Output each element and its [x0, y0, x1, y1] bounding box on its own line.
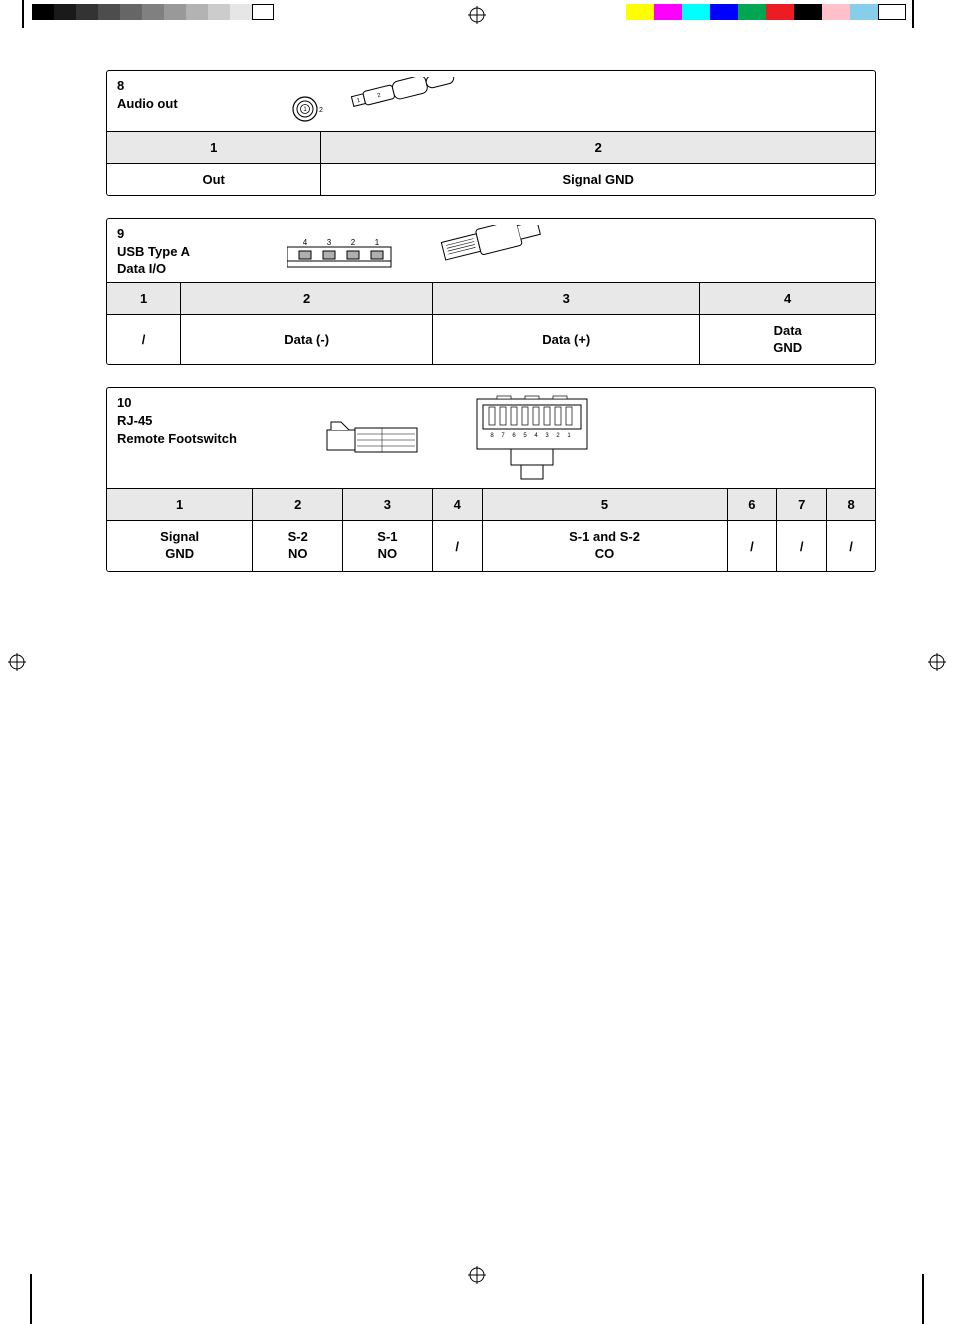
table-cell: /	[727, 521, 777, 571]
column-header: 4	[432, 489, 482, 521]
column-header: 1	[107, 282, 181, 314]
registration-target-icon	[468, 1266, 486, 1284]
table-row: SignalGNDS-2NOS-1NO/S-1 and S-2CO///	[107, 521, 875, 571]
column-header: 6	[727, 489, 777, 521]
column-header: 2	[321, 132, 875, 164]
table-cell: S-1NO	[343, 521, 433, 571]
grayscale-swatches	[32, 4, 274, 20]
section-usb-typea: 9 USB Type A Data I/O 4	[106, 218, 876, 365]
section-number: 8	[117, 77, 247, 95]
table-cell: Signal GND	[321, 164, 875, 196]
table-cell: SignalGND	[107, 521, 253, 571]
svg-text:1: 1	[375, 238, 380, 247]
usb-pinout-table: 1234/Data (-)Data (+)DataGND	[107, 282, 875, 365]
color-swatches	[626, 4, 906, 20]
svg-text:2: 2	[351, 238, 356, 247]
table-cell: /	[107, 314, 181, 364]
column-header: 2	[253, 489, 343, 521]
svg-text:3: 3	[327, 238, 332, 247]
crop-mark	[922, 1274, 924, 1324]
section-rj45: 10 RJ-45 Remote Footswitch	[106, 387, 876, 572]
section-title-line: Remote Footswitch	[117, 430, 247, 448]
column-header: 1	[107, 132, 321, 164]
table-row: OutSignal GND	[107, 164, 875, 196]
section-title-line: RJ-45	[117, 412, 247, 430]
printer-marks-bottom	[0, 1264, 954, 1324]
table-row: /Data (-)Data (+)DataGND	[107, 314, 875, 364]
column-header: 1	[107, 489, 253, 521]
table-cell: S-1 and S-2CO	[482, 521, 727, 571]
section-number: 9	[117, 225, 247, 243]
crop-mark	[30, 1274, 32, 1324]
column-header: 8	[827, 489, 875, 521]
section-number: 10	[117, 394, 247, 412]
rj45-pinout-table: 12345678SignalGNDS-2NOS-1NO/S-1 and S-2C…	[107, 488, 875, 571]
column-header: 2	[181, 282, 433, 314]
svg-text:4: 4	[303, 238, 308, 247]
crop-mark	[912, 0, 914, 28]
column-header: 5	[482, 489, 727, 521]
section-audio-out: 8 Audio out 1 2 1	[106, 70, 876, 196]
crop-mark	[22, 0, 24, 28]
printer-marks-top	[0, 0, 954, 28]
table-cell: Data (-)	[181, 314, 433, 364]
registration-target-icon	[928, 653, 946, 671]
table-cell: Out	[107, 164, 321, 196]
table-cell: Data (+)	[433, 314, 700, 364]
rj45-diagram: 87654321	[287, 394, 607, 484]
table-cell: /	[432, 521, 482, 571]
section-title-line: USB Type A	[117, 243, 247, 261]
table-cell: /	[777, 521, 827, 571]
table-cell: /	[827, 521, 875, 571]
registration-target-icon	[8, 653, 26, 671]
usb-diagram: 4 3 2 1	[287, 225, 547, 275]
column-header: 3	[343, 489, 433, 521]
registration-target-icon	[468, 6, 486, 24]
table-cell: S-2NO	[253, 521, 343, 571]
column-header: 3	[433, 282, 700, 314]
section-title-line: Data I/O	[117, 260, 247, 278]
table-cell: DataGND	[700, 314, 875, 364]
section-title: Audio out	[117, 95, 247, 113]
column-header: 7	[777, 489, 827, 521]
audio-jack-diagram: 1 2 1 2	[287, 77, 487, 125]
column-header: 4	[700, 282, 875, 314]
page-content: 8 Audio out 1 2 1	[106, 70, 876, 594]
audio-pinout-table: 12OutSignal GND	[107, 131, 875, 195]
svg-text:2: 2	[319, 107, 323, 114]
